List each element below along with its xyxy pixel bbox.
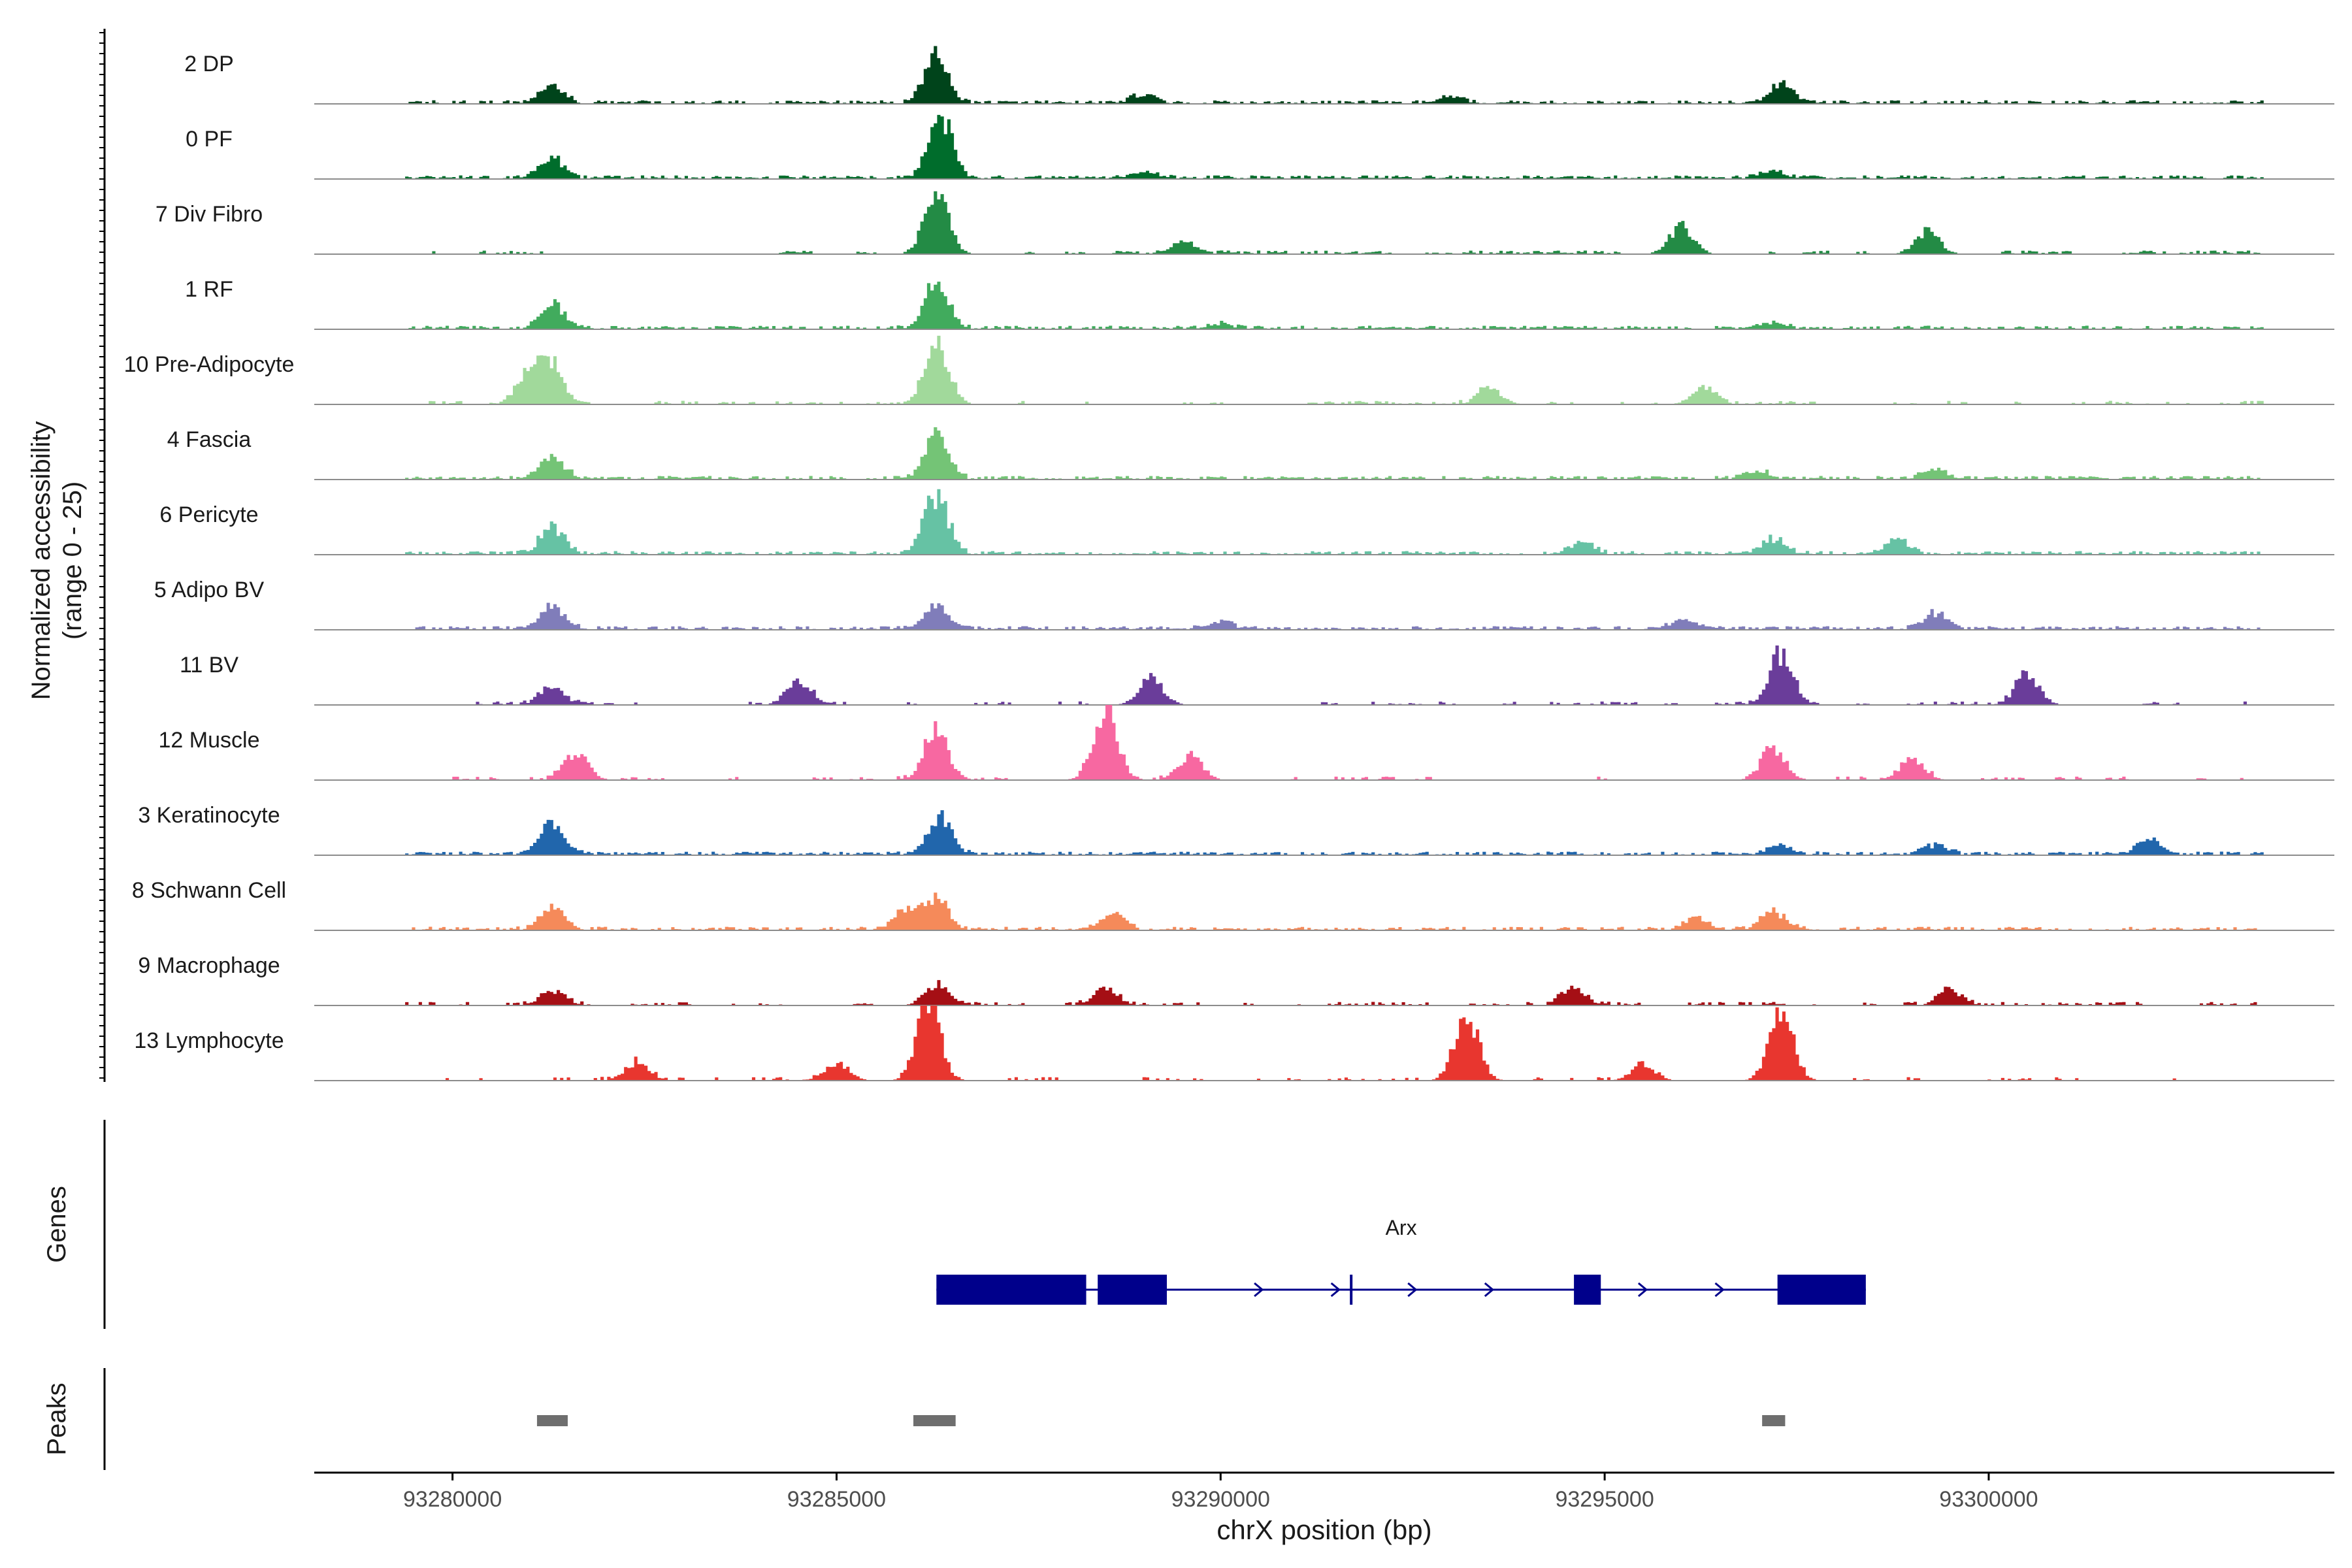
- coverage-area: [314, 645, 2334, 705]
- coverage-track: [314, 602, 2334, 630]
- track-label: 10 Pre-Adipocyte: [124, 352, 295, 377]
- gene-exon: [936, 1275, 1086, 1305]
- coverage-area: [314, 1005, 2334, 1081]
- y-axis-ticks: [99, 32, 105, 1079]
- coverage-area: [314, 980, 2334, 1005]
- x-tick-label: 93295000: [1555, 1487, 1654, 1512]
- gene-exon: [1098, 1275, 1167, 1305]
- coverage-area: [314, 114, 2334, 179]
- peak-track: [536, 1415, 1786, 1426]
- peaks-label: Peaks: [42, 1382, 71, 1455]
- coverage-track: [314, 980, 2334, 1006]
- coverage-area: [314, 810, 2334, 855]
- peak-region: [536, 1415, 568, 1426]
- strand-arrow: [1330, 1282, 1341, 1298]
- x-axis-ticks: 93280000 93285000 93290000 93295000 93300000: [403, 1473, 2038, 1512]
- track-label: 2 DP: [184, 52, 234, 76]
- y-axis-label-line1: Normalized accessibility: [27, 421, 56, 700]
- strand-arrow: [1407, 1282, 1418, 1298]
- track-label: 13 Lymphocyte: [134, 1028, 284, 1053]
- track-label: 0 PF: [186, 127, 233, 152]
- coverage-area: [314, 489, 2334, 555]
- strand-arrow: [1484, 1282, 1495, 1298]
- track-label: 8 Schwann Cell: [132, 878, 286, 903]
- coverage-track: [314, 282, 2334, 330]
- x-tick-label: 93285000: [787, 1487, 886, 1512]
- coverage-area: [314, 892, 2334, 930]
- x-axis-label: chrX position (bp): [1217, 1514, 1431, 1545]
- x-tick-label: 93280000: [403, 1487, 502, 1512]
- coverage-track: [314, 810, 2334, 856]
- coverage-track: [314, 335, 2334, 405]
- coverage-area: [314, 602, 2334, 630]
- strand-arrow: [1714, 1282, 1725, 1298]
- track-label: 5 Adipo BV: [154, 578, 265, 602]
- x-tick-label: 93300000: [1939, 1487, 2038, 1512]
- coverage-area: [314, 335, 2334, 404]
- coverage-area: [314, 427, 2334, 480]
- coverage-track: [314, 46, 2334, 105]
- track-label: 11 BV: [180, 653, 238, 678]
- coverage-track: [314, 705, 2334, 781]
- track-label: 9 Macrophage: [138, 953, 280, 978]
- track-label: 1 RF: [185, 277, 233, 302]
- coverage-area: [314, 705, 2334, 780]
- track-label: 6 Pericyte: [159, 502, 258, 527]
- peak-region: [1762, 1415, 1786, 1426]
- track-label: 3 Keratinocyte: [138, 803, 280, 828]
- axes: Normalized accessibility (range 0 - 25) …: [27, 29, 2334, 1545]
- coverage-tracks: [314, 46, 2334, 1081]
- gene-exon: [1777, 1275, 1866, 1305]
- coverage-track: [314, 489, 2334, 555]
- gene-track: Arx: [936, 1216, 1866, 1305]
- coverage-area: [314, 282, 2334, 329]
- coverage-track: [314, 645, 2334, 706]
- gene-name-label: Arx: [1386, 1216, 1417, 1239]
- coverage-area: [314, 46, 2334, 104]
- coverage-track: [314, 114, 2334, 180]
- track-label: 4 Fascia: [167, 427, 252, 452]
- peak-region: [913, 1415, 956, 1426]
- y-axis-label-line2: (range 0 - 25): [58, 482, 87, 640]
- strand-arrow: [1254, 1282, 1264, 1298]
- coverage-area: [314, 191, 2334, 254]
- coverage-track: [314, 892, 2334, 931]
- gene-exon: [1574, 1275, 1601, 1305]
- coverage-track: [314, 191, 2334, 255]
- track-labels: 2 DP 0 PF 7 Div Fibro 1 RF 10 Pre-Adipocyte 4…: [124, 52, 295, 1053]
- genes-label: Genes: [42, 1186, 71, 1263]
- coverage-track: [314, 1005, 2334, 1081]
- track-label: 7 Div Fibro: [155, 202, 263, 227]
- coverage-track: [314, 427, 2334, 480]
- x-tick-label: 93290000: [1171, 1487, 1270, 1512]
- track-label: 12 Muscle: [159, 728, 260, 753]
- strand-arrow: [1637, 1282, 1648, 1298]
